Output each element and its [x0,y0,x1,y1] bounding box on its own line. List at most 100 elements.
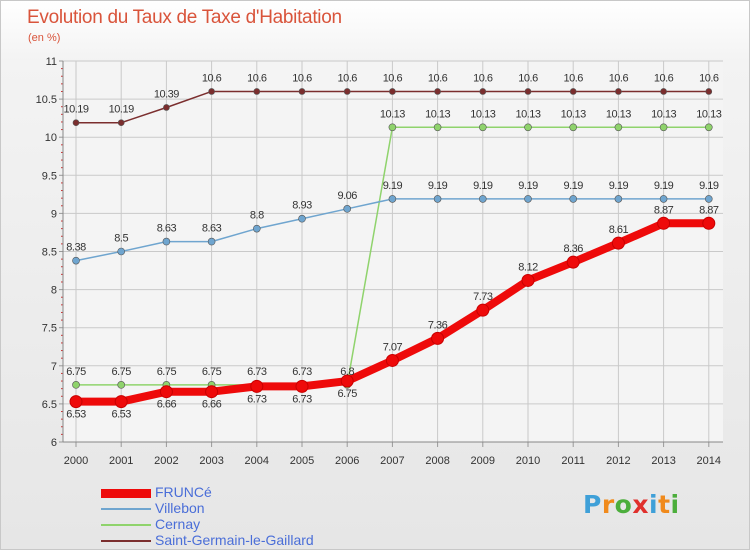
data-label-saint-germain: 10.6 [654,72,674,84]
logo-letter: i [670,490,680,519]
data-label-frunce: 6.73 [292,393,312,405]
y-tick-label: 10.5 [36,94,57,106]
data-point-villebon [162,237,171,246]
data-point-saint-germain [117,119,125,127]
logo-letter: x [632,490,649,519]
logo-letter: o [614,490,633,519]
data-label-frunce: 7.07 [383,341,403,353]
data-label-cernay: 6.75 [66,366,86,378]
y-tick-label: 9.5 [42,170,57,182]
data-label-villebon: 9.19 [609,180,629,192]
x-tick-label: 2003 [199,455,223,467]
chart-title: Evolution du Taux de Taxe d'Habitation [27,7,342,28]
y-tick-label: 6 [51,437,57,449]
data-point-frunce [611,236,625,250]
legend-item-saint-germain[interactable]: Saint-Germain-le-Gaillard [101,532,401,549]
y-tick-label: 8.5 [42,247,57,259]
data-label-cernay: 10.13 [561,108,586,120]
data-label-frunce: 7.36 [428,319,448,331]
data-point-villebon [524,195,532,203]
legend-item-frunce[interactable]: FRUNCé [101,484,401,501]
data-label-frunce: 6.66 [157,399,177,411]
legend: FRUNCé Villebon Cernay Saint-Germain-le-… [101,484,401,549]
x-tick-label: 2007 [380,455,404,467]
data-point-frunce [566,255,580,269]
data-point-saint-germain [479,88,487,95]
data-label-saint-germain: 10.6 [563,72,583,84]
data-label-villebon: 8.8 [250,210,264,222]
logo-letter: i [649,490,659,519]
logo-letter: t [658,490,671,519]
x-tick-label: 2005 [290,455,314,467]
data-label-cernay: 10.13 [425,108,450,120]
y-tick-label: 9 [51,208,57,220]
data-point-frunce [476,303,490,317]
data-label-cernay: 10.13 [606,108,631,120]
x-tick-label: 2006 [335,455,359,467]
data-label-saint-germain: 10.19 [63,104,88,116]
data-point-saint-germain [434,88,441,95]
x-tick-label: 2002 [154,455,178,467]
y-tick-label: 6.5 [42,399,57,411]
data-point-frunce [702,216,716,230]
data-label-frunce: 6.53 [111,409,131,421]
data-label-frunce: 6.66 [202,399,222,411]
y-tick-label: 8 [51,285,57,297]
logo-letter: r [601,490,615,519]
x-tick-label: 2011 [561,455,585,467]
data-point-villebon [343,205,352,213]
x-tick-label: 2008 [425,455,449,467]
data-label-cernay: 6.73 [292,366,312,378]
data-label-villebon: 8.63 [202,223,222,235]
y-tick-label: 7.5 [42,323,57,335]
chart-subtitle: (en %) [28,32,61,44]
data-label-frunce: 6.75 [337,388,357,400]
y-tick-label: 10 [45,132,57,144]
data-point-saint-germain [705,88,713,95]
legend-item-villebon[interactable]: Villebon [101,500,401,517]
data-label-cernay: 6.8 [340,366,354,378]
data-label-saint-germain: 10.6 [699,72,719,84]
y-tick-label: 7 [51,361,57,373]
data-point-cernay [433,123,442,132]
data-point-frunce [205,385,219,399]
data-label-frunce: 7.73 [473,291,493,303]
data-label-villebon: 9.19 [563,180,583,192]
data-point-villebon [478,195,487,203]
data-point-cernay [388,123,397,132]
data-point-cernay [704,123,713,132]
legend-swatch-frunce [101,488,151,498]
data-point-cernay [524,123,532,132]
data-point-frunce [431,331,445,345]
data-point-villebon [207,237,216,246]
data-point-cernay [659,123,668,132]
legend-label-villebon: Villebon [155,500,205,516]
x-tick-label: 2013 [651,455,675,467]
data-label-villebon: 9.19 [428,180,448,192]
x-tick-label: 2012 [606,455,630,467]
data-point-cernay [72,381,80,389]
data-label-cernay: 6.75 [157,366,177,378]
x-tick-label: 2000 [64,455,88,467]
data-label-villebon: 9.19 [518,180,538,192]
data-label-villebon: 8.5 [114,233,128,245]
data-point-frunce [385,353,399,367]
legend-item-cernay[interactable]: Cernay [101,516,401,533]
data-label-villebon: 9.19 [473,180,493,192]
data-label-saint-germain: 10.6 [337,72,357,84]
x-tick-label: 2001 [109,455,133,467]
logo-letter: P [583,490,602,519]
data-label-saint-germain: 10.19 [109,104,134,116]
data-point-frunce [521,273,535,287]
data-point-villebon [72,256,80,265]
data-label-cernay: 10.13 [515,108,540,120]
data-label-saint-germain: 10.39 [154,88,179,100]
x-tick-label: 2014 [697,455,721,467]
x-tick-label: 2009 [471,455,495,467]
data-point-saint-germain [253,88,261,95]
data-label-saint-germain: 10.6 [609,72,629,84]
data-point-frunce [657,216,671,230]
proxiti-logo: Proxiti [583,490,680,519]
